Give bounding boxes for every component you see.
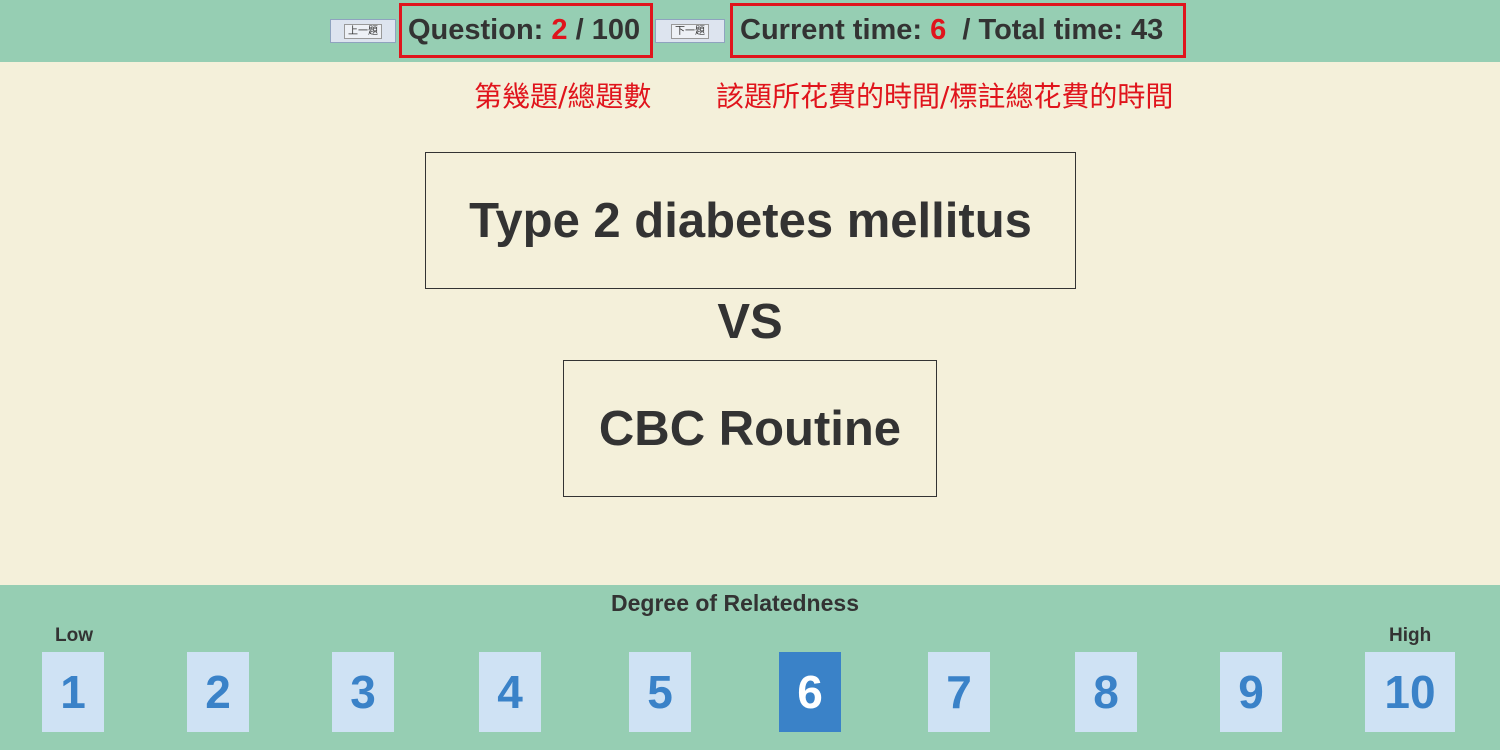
current-time-value: 6 [930, 14, 947, 46]
term-2-box: CBC Routine [563, 360, 937, 497]
rating-button-4[interactable]: 4 [479, 652, 541, 732]
time-annotation: 該題所花費的時間/標註總花費的時間 [716, 80, 1174, 113]
rating-button-7[interactable]: 7 [928, 652, 990, 732]
term-2-text: CBC Routine [598, 401, 902, 456]
question-separator: / [575, 14, 584, 46]
previous-question-label: 上一題 [344, 23, 382, 39]
time-counter: Current time: 6 / Total time: 43 [730, 3, 1186, 58]
rating-button-9[interactable]: 9 [1220, 652, 1282, 732]
next-question-label: 下一題 [671, 23, 709, 39]
total-time-label: / Total time: [962, 14, 1123, 46]
rating-button-6[interactable]: 6 [779, 652, 841, 732]
scale-low-label: Low [55, 625, 93, 646]
vs-label: VS [717, 295, 783, 349]
term-1-box: Type 2 diabetes mellitus [425, 152, 1076, 289]
rating-scale-title: Degree of Relatedness [611, 590, 859, 616]
previous-question-button[interactable]: 上一題 [330, 19, 396, 43]
total-time-value: 43 [1131, 14, 1164, 46]
question-label: Question: [408, 14, 544, 46]
question-total: 100 [591, 14, 641, 46]
question-current: 2 [551, 14, 568, 46]
next-question-button[interactable]: 下一題 [655, 19, 725, 43]
scale-high-label: High [1389, 625, 1432, 646]
rating-button-8[interactable]: 8 [1075, 652, 1137, 732]
rating-button-5[interactable]: 5 [629, 652, 691, 732]
current-time-label: Current time: [740, 14, 923, 46]
term-1-text: Type 2 diabetes mellitus [469, 193, 1032, 248]
rating-button-3[interactable]: 3 [332, 652, 394, 732]
rating-button-2[interactable]: 2 [187, 652, 249, 732]
question-counter: Question: 2 / 100 [399, 3, 653, 58]
question-annotation: 第幾題/總題數 [474, 80, 652, 113]
top-bar [0, 0, 1500, 62]
rating-button-1[interactable]: 1 [42, 652, 104, 732]
rating-button-10[interactable]: 10 [1365, 652, 1455, 732]
